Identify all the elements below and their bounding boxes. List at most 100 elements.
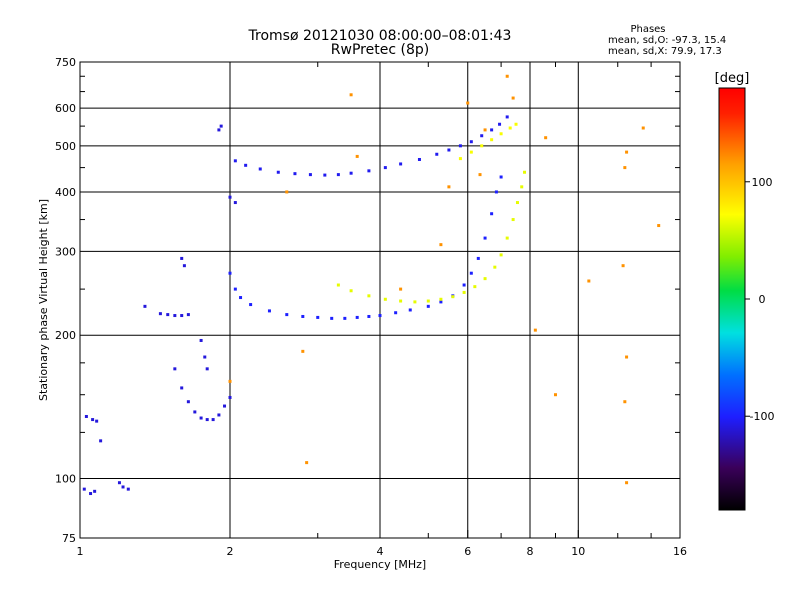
x-tick-labels: 1 2 4 6 8 10 16 — [77, 545, 688, 558]
echo-point — [621, 264, 625, 268]
echo-point — [199, 416, 203, 420]
colorbar — [718, 87, 746, 511]
echo-point — [117, 481, 121, 485]
echo-point — [505, 115, 509, 119]
echo-point — [301, 349, 305, 353]
echo-point — [219, 124, 223, 128]
echo-point — [462, 290, 466, 294]
echo-point — [244, 163, 248, 167]
echo-point — [205, 367, 209, 371]
x-tick-label: 8 — [527, 545, 534, 558]
echo-point — [199, 338, 203, 342]
echo-point — [316, 315, 320, 319]
echo-point — [483, 277, 487, 281]
echo-point — [417, 157, 421, 161]
echo-point — [439, 297, 443, 301]
echo-point — [469, 150, 473, 154]
echo-point — [158, 312, 162, 316]
x-tick-label: 16 — [673, 545, 687, 558]
y-tick-label: 750 — [55, 56, 76, 69]
echo-point — [228, 379, 232, 383]
echo-point — [490, 212, 494, 216]
echo-point — [267, 309, 271, 313]
echo-point — [233, 287, 237, 291]
colorbar-tick-label: -100 — [750, 410, 775, 423]
colorbar-tick-label: 0 — [759, 293, 766, 306]
echo-point — [469, 271, 473, 275]
phases-mean-o: mean, sd,O: -97.3, 15.4 — [608, 35, 726, 46]
echo-point — [336, 283, 340, 287]
echo-point — [203, 355, 207, 359]
echo-point — [233, 159, 237, 163]
echo-point — [480, 144, 484, 148]
phases-mean-x: mean, sd,X: 79.9, 17.3 — [608, 46, 722, 57]
echo-point — [408, 308, 412, 312]
y-tick-label: 600 — [55, 102, 76, 115]
echo-point — [505, 74, 509, 78]
x-tick-label: 4 — [377, 545, 384, 558]
echo-point — [173, 367, 177, 371]
echo-point — [523, 170, 527, 174]
echo-point — [641, 126, 645, 130]
echo-point — [490, 138, 494, 142]
echo-point — [499, 132, 503, 136]
axis-ticks — [79, 62, 681, 538]
echo-point — [143, 304, 147, 308]
colorbar-label: [deg] — [715, 71, 750, 86]
echo-point — [249, 303, 253, 307]
echo-point — [587, 279, 591, 283]
echo-point — [378, 314, 382, 318]
echo-point — [217, 128, 221, 132]
echo-point — [499, 175, 503, 179]
echo-point — [305, 461, 309, 465]
echo-point — [399, 299, 403, 303]
echo-point — [490, 128, 494, 132]
echo-point — [349, 171, 353, 175]
echo-point — [520, 185, 524, 189]
y-tick-label: 500 — [55, 140, 76, 153]
x-tick-label: 10 — [571, 545, 585, 558]
echo-point — [511, 218, 515, 222]
echo-point — [205, 418, 209, 422]
echo-point — [330, 316, 334, 320]
echo-point — [233, 201, 237, 205]
echo-point — [323, 173, 327, 177]
echo-point — [466, 101, 470, 105]
echo-point — [223, 404, 227, 408]
echo-point — [343, 316, 347, 320]
echo-point — [180, 256, 184, 260]
echo-point — [82, 487, 86, 491]
echo-point — [383, 297, 387, 301]
echo-point — [383, 166, 387, 170]
echo-point — [182, 264, 186, 268]
y-tick-label: 400 — [55, 186, 76, 199]
echo-point — [276, 170, 280, 174]
echo-point — [193, 410, 197, 414]
echo-point — [180, 386, 184, 390]
echo-point — [367, 294, 371, 298]
echo-point — [451, 295, 455, 299]
echo-point — [494, 190, 498, 194]
echo-point — [435, 152, 439, 156]
echo-point — [258, 167, 262, 171]
echo-point — [439, 300, 443, 304]
echo-point — [228, 395, 232, 399]
echo-point — [349, 93, 353, 97]
echo-point — [478, 173, 482, 177]
echo-point — [301, 314, 305, 318]
echo-point — [413, 300, 417, 304]
y-tick-label: 100 — [55, 473, 76, 486]
echo-point — [228, 271, 232, 275]
echo-point — [239, 296, 243, 300]
echo-point — [367, 169, 371, 173]
y-axis-label: Stationary phase Virtual Height [km] — [37, 199, 50, 401]
phases-title: Phases — [630, 24, 665, 35]
echo-point — [657, 224, 661, 228]
x-tick-label: 2 — [227, 545, 234, 558]
echo-point — [89, 492, 93, 496]
echo-point — [121, 485, 125, 489]
echo-point — [623, 400, 627, 404]
echo-point — [498, 122, 502, 126]
grid-lines — [80, 62, 680, 538]
echo-point — [480, 134, 484, 138]
